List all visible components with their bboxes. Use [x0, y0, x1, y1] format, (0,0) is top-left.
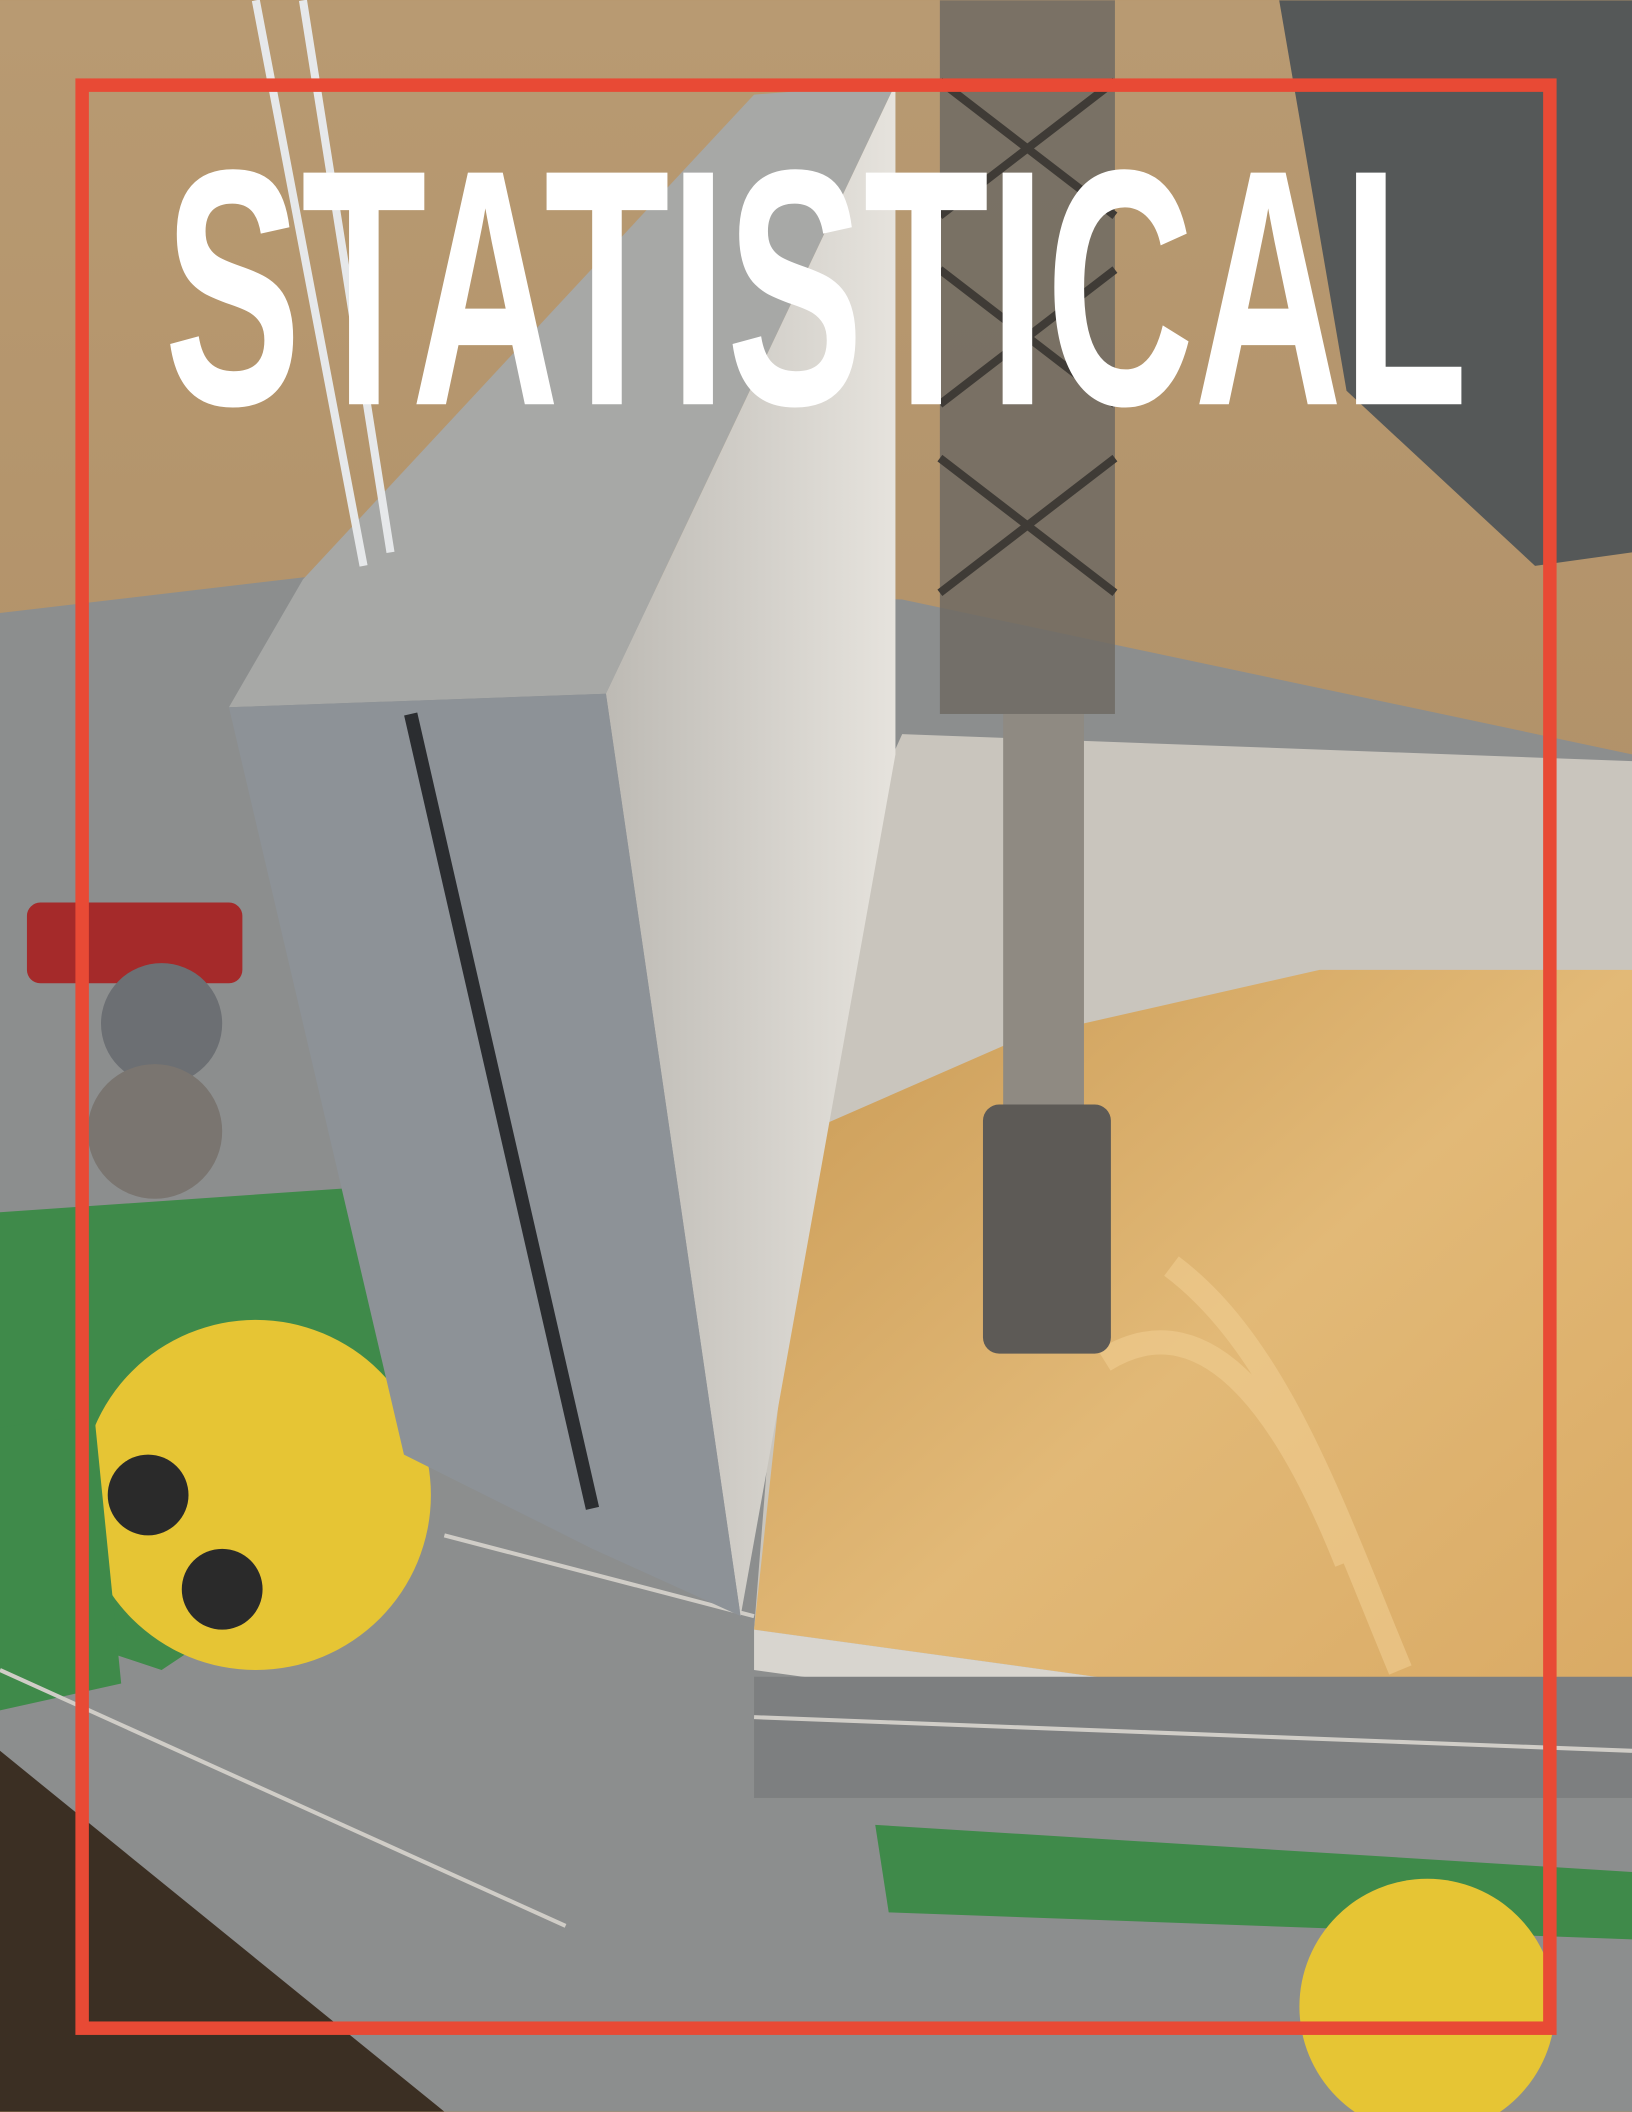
page: STATISTICAL (() => { const data = JSON.p… [0, 0, 1632, 2112]
winch-drum [88, 1064, 223, 1199]
hull-side [754, 1677, 1632, 1798]
spout-bell [983, 1104, 1111, 1353]
cover-title: STATISTICAL [164, 100, 1467, 476]
bollard [108, 1455, 189, 1536]
spout-pipe [1003, 714, 1084, 1118]
bollard [182, 1549, 263, 1630]
cover: STATISTICAL [0, 0, 1632, 2112]
